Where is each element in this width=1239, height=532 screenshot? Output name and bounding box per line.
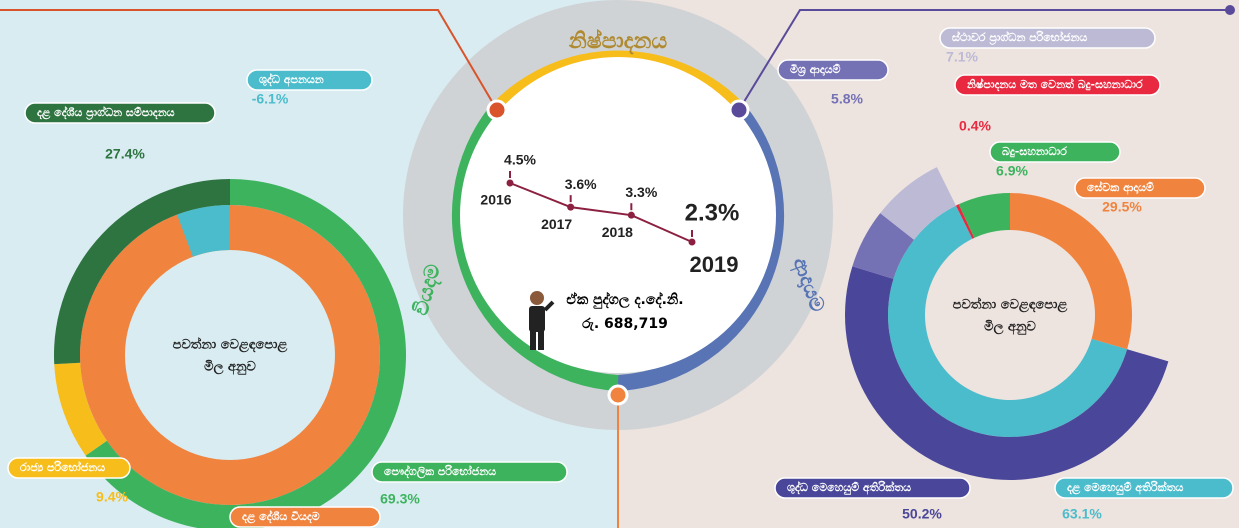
- label-box: [939, 27, 1156, 49]
- label: සේවක ආදායම්: [1087, 180, 1154, 195]
- label-box: [954, 74, 1161, 96]
- value-label: 69.3%: [380, 491, 420, 507]
- dot: [728, 99, 750, 121]
- label: ශුද්ධ මෙහෙයුම් අතිරික්තය: [787, 480, 911, 496]
- label: නිෂ්පාදනය මත වෙනත් බදු-සහනාධාර: [966, 77, 1143, 92]
- value-label: 3.3%: [625, 184, 657, 200]
- x-label: 2019: [690, 252, 739, 277]
- label: ස්ථාවර ප්‍රාග්ධන පරිභෝජනය: [952, 30, 1087, 46]
- segment: [1010, 193, 1132, 350]
- value-label: 7.1%: [946, 49, 978, 65]
- value-label: -6.1%: [252, 91, 289, 107]
- label: දළ දේශීය වියදම: [242, 509, 320, 525]
- point: [688, 238, 696, 246]
- value-label: 2.3%: [685, 199, 740, 226]
- value-label: 9.4%: [96, 489, 128, 505]
- label-box: [7, 457, 131, 479]
- donut-title: පවත්නා වෙළඳපොළ: [173, 335, 288, 353]
- segment: [852, 213, 915, 279]
- label-box: [989, 141, 1121, 163]
- segment: [887, 205, 1128, 438]
- value-label: 29.5%: [1102, 199, 1142, 215]
- label-box: [229, 506, 381, 528]
- label: බදු-සහනාධාර: [1002, 145, 1067, 158]
- expenditure-arc: [451, 104, 619, 391]
- income-arc: [617, 104, 785, 391]
- x-label: 2018: [602, 224, 633, 240]
- value-label: 4.5%: [504, 152, 536, 168]
- center-caption: ඒක පුද්ගල ද.දේ.නි.: [566, 291, 683, 310]
- dot: [607, 384, 629, 406]
- leader: [0, 9, 498, 111]
- segment: [54, 179, 230, 365]
- donut-title: මිල අනුව: [204, 359, 256, 376]
- production-label: නිෂ්පාදනය: [568, 28, 668, 55]
- segment: [845, 266, 1169, 480]
- donut-title: මිල අනුව: [984, 319, 1036, 336]
- dot: [486, 99, 508, 121]
- label: මිශ්‍ර ආදායම්: [790, 63, 841, 77]
- point: [506, 179, 514, 187]
- center-amount: රු. 688,719: [582, 316, 668, 332]
- person-icon: [529, 291, 555, 350]
- x-label: 2017: [541, 216, 572, 232]
- value-label: 5.8%: [831, 91, 863, 107]
- label-box: [371, 461, 568, 483]
- label: ශුද්ධ අපනයන: [259, 72, 324, 87]
- leader: [738, 9, 1230, 111]
- label-box: [1054, 477, 1234, 499]
- x-label: 2016: [480, 192, 511, 208]
- segment: [880, 167, 956, 240]
- label-box: [246, 69, 373, 91]
- label-box: [774, 477, 971, 499]
- value-label: 0.4%: [959, 118, 991, 134]
- ring-base: [79, 205, 380, 506]
- dot: [1225, 5, 1235, 15]
- value-label: 50.2%: [902, 506, 942, 522]
- segment: [54, 362, 107, 456]
- point: [627, 211, 635, 219]
- value-label: 3.6%: [565, 176, 597, 192]
- label: දළ දේශීය ප්‍රාග්ධන සම්පාදනය: [37, 105, 175, 121]
- label: දළ මෙහෙයුම් අතිරික්තය: [1067, 480, 1184, 496]
- segment: [955, 204, 975, 239]
- segment: [958, 193, 1010, 238]
- label-box: [1074, 177, 1206, 199]
- label-box: [24, 102, 216, 124]
- value-label: 63.1%: [1062, 506, 1102, 522]
- label-box: [777, 59, 889, 81]
- value-label: 27.4%: [105, 146, 145, 162]
- label: පෞද්ගලික පරිභෝජනය: [384, 464, 496, 480]
- line: [509, 182, 693, 243]
- donut-title: පවත්නා වෙළඳපොළ: [953, 295, 1068, 313]
- label: රාජ්‍ය පරිභෝජනය: [20, 460, 105, 474]
- value-label: 6.9%: [996, 163, 1028, 179]
- point: [567, 203, 575, 211]
- segment: [176, 205, 230, 257]
